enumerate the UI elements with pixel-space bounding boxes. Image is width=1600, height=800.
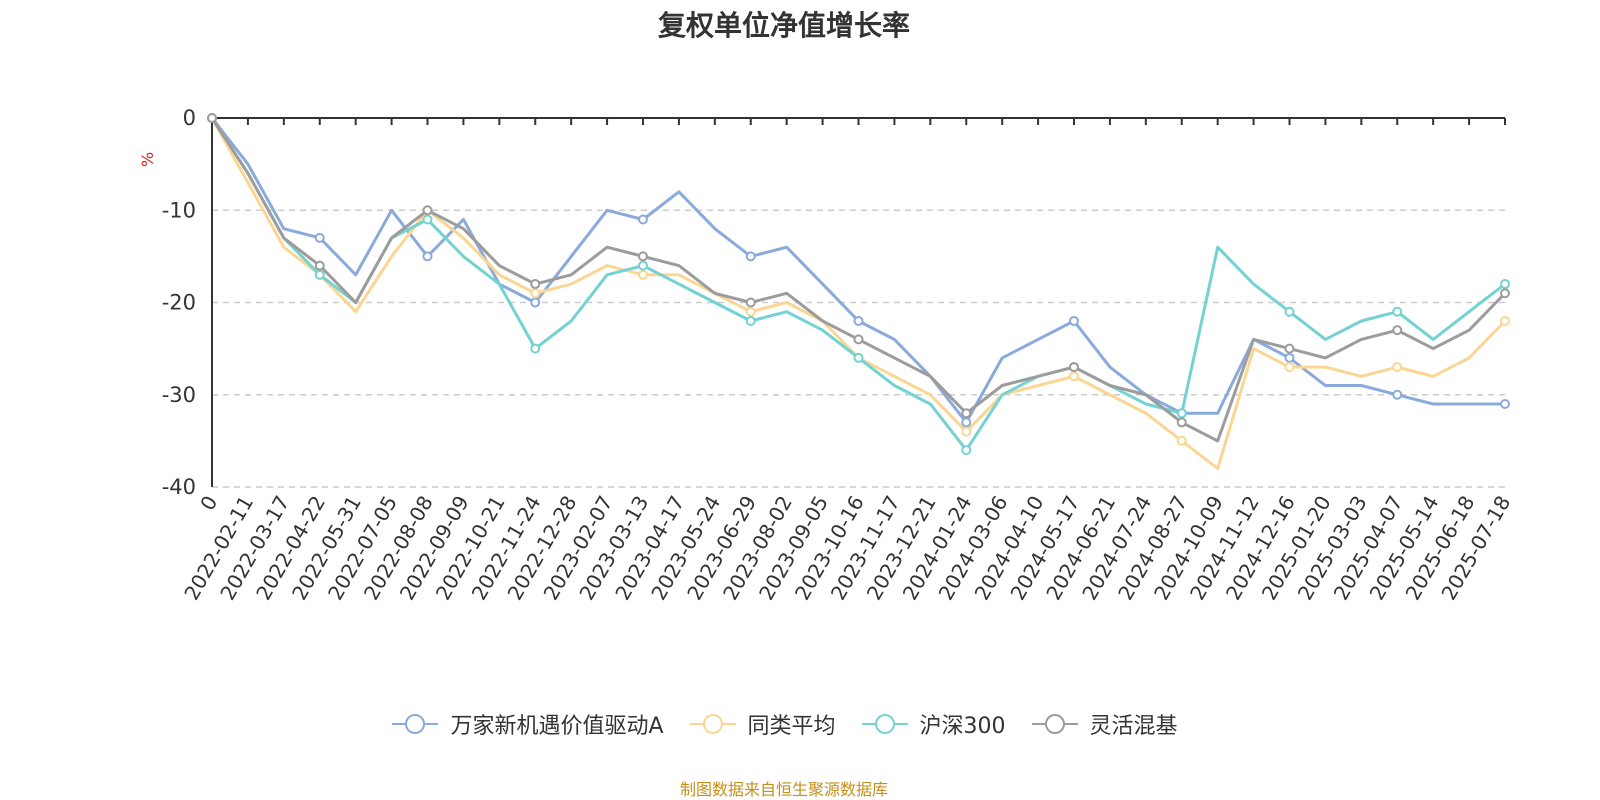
legend-item[interactable]: 同类平均	[688, 708, 836, 740]
data-point	[314, 260, 325, 271]
data-point	[1284, 343, 1295, 354]
legend-item[interactable]: 沪深300	[860, 708, 1006, 740]
data-point	[530, 279, 541, 290]
data-point	[1284, 352, 1295, 363]
data-point	[1284, 306, 1295, 317]
series-line	[210, 117, 1507, 471]
chart-title: 复权单位净值增长率	[657, 9, 910, 42]
y-tick-label: 0	[183, 106, 196, 130]
x-tick-label: 0	[195, 492, 222, 515]
data-point	[638, 260, 648, 271]
legend: 万家新机遇价值驱动A 同类平均 沪深300 灵活混基	[0, 708, 1568, 740]
y-tick-label: -10	[162, 198, 196, 222]
data-point	[1069, 371, 1079, 382]
data-point	[745, 306, 756, 317]
data-point	[530, 288, 541, 299]
y-tick-label: -40	[162, 475, 196, 499]
data-point	[638, 269, 648, 280]
data-point	[1500, 288, 1510, 299]
data-point	[314, 232, 325, 243]
data-point	[638, 251, 648, 262]
legend-label: 沪深300	[919, 714, 1006, 739]
data-source-note: 制图数据来自恒生聚源数据库	[679, 780, 888, 799]
legend-swatch-icon	[392, 714, 439, 734]
axes	[211, 117, 1506, 487]
series-line	[210, 117, 1506, 452]
data-point	[1176, 408, 1187, 419]
data-point	[961, 426, 972, 437]
legend-label: 同类平均	[747, 714, 836, 739]
data-point	[853, 315, 864, 326]
legend-item[interactable]: 万家新机遇价值驱动A	[390, 708, 664, 740]
legend-item[interactable]: 灵活混基	[1030, 708, 1178, 740]
legend-swatch-icon	[861, 714, 908, 734]
data-point	[1500, 279, 1510, 290]
data-point	[961, 417, 972, 428]
data-point	[961, 408, 972, 419]
data-point	[1392, 389, 1403, 400]
legend-swatch-icon	[689, 714, 736, 734]
data-point	[1392, 325, 1403, 336]
series-markers	[207, 113, 1510, 456]
grid-lines	[212, 209, 1505, 488]
data-point	[745, 297, 756, 308]
data-point	[638, 214, 648, 225]
data-point	[1500, 398, 1510, 409]
legend-label: 灵活混基	[1089, 714, 1178, 739]
series-line	[210, 117, 1505, 424]
y-tick-label: -30	[162, 383, 196, 407]
data-point	[853, 352, 864, 363]
series-lines	[210, 117, 1507, 471]
data-point	[961, 445, 972, 456]
data-point	[314, 269, 325, 280]
data-point	[745, 315, 756, 326]
y-tick-label: -20	[162, 291, 196, 315]
data-point	[1392, 306, 1403, 317]
data-point	[1069, 315, 1079, 326]
series-line	[210, 117, 1507, 443]
data-point	[530, 297, 541, 308]
data-point	[422, 251, 433, 262]
legend-label: 万家新机遇价值驱动A	[450, 714, 664, 739]
data-point	[1500, 315, 1510, 326]
data-point	[1392, 362, 1403, 373]
data-point	[1069, 362, 1079, 373]
data-point	[1176, 417, 1187, 428]
data-point	[530, 343, 541, 354]
legend-swatch-icon	[1031, 714, 1078, 734]
data-point	[422, 205, 433, 216]
data-point	[207, 113, 217, 123]
data-point	[853, 334, 864, 345]
data-point	[1284, 362, 1295, 373]
data-point	[745, 251, 756, 262]
data-point	[422, 214, 433, 225]
data-point	[1176, 435, 1187, 446]
